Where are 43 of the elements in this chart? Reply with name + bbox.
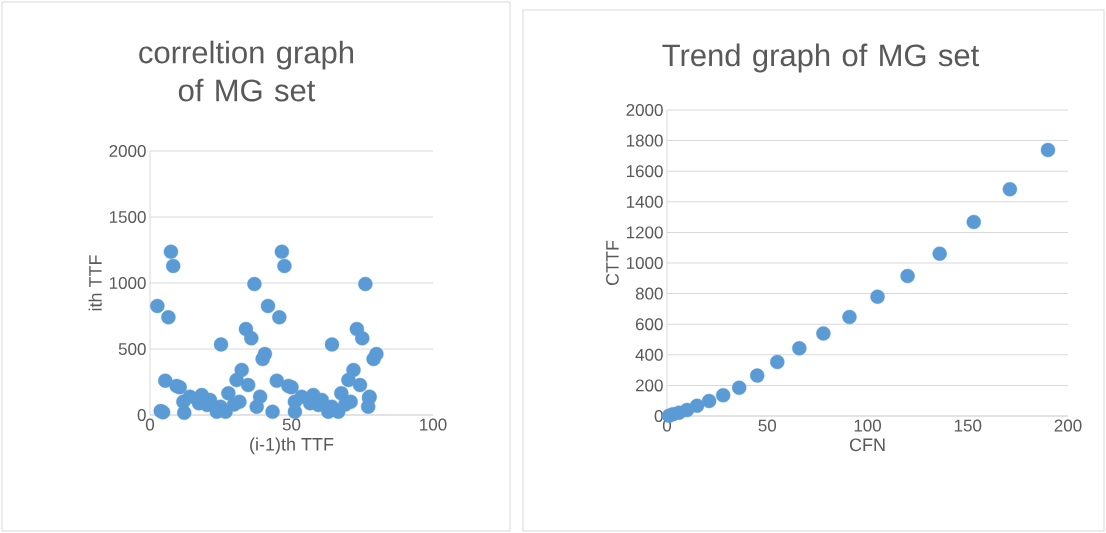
y-tick-label: 1600 [626,165,663,178]
x-tick-label: 100 [854,419,882,432]
point [1040,142,1056,158]
y-tick-label: 1400 [626,195,663,208]
y-tick-label: 2000 [109,144,146,158]
point [842,309,857,325]
point [1002,182,1018,197]
x-tick-label: 50 [758,419,777,432]
x-tick-label: 150 [954,419,982,432]
chart-title: Trend graph of MG set [662,43,980,73]
y-tick-label: 200 [635,379,663,392]
point [932,246,947,261]
y-tick-label: 0 [137,408,146,422]
y-tick-label: 500 [118,342,146,356]
y-tick-label: 1000 [626,256,663,270]
point [770,354,785,370]
point [750,368,765,383]
point [792,341,807,356]
point [701,393,717,409]
y-tick-label: 2000 [626,103,663,117]
y-tick-label: 400 [635,348,663,361]
point [689,398,705,413]
x-tick-label: 100 [420,418,447,431]
x-tick-label: 0 [145,418,155,431]
x-tick-label: 200 [1054,419,1082,432]
x-axis-title: (i-1)th TTF [250,437,334,455]
y-tick-label: 1000 [109,276,146,290]
y-axis-title: CTTF [606,240,619,286]
x-axis-title: CFN [849,438,885,452]
point [731,380,747,395]
y-tick-label: 1500 [109,210,146,224]
point [900,268,915,284]
point [816,326,831,341]
point [966,214,981,230]
y-tick-label: 1800 [626,134,663,147]
y-axis-title: ith TTF [88,255,102,311]
y-tick-label: 1200 [626,226,663,239]
point [870,289,885,304]
y-tick-label: 800 [635,287,663,300]
point [715,388,731,403]
x-tick-label: 50 [282,418,301,431]
chart-title: correltion graph of MG set [139,40,353,102]
y-tick-label: 600 [635,318,663,331]
